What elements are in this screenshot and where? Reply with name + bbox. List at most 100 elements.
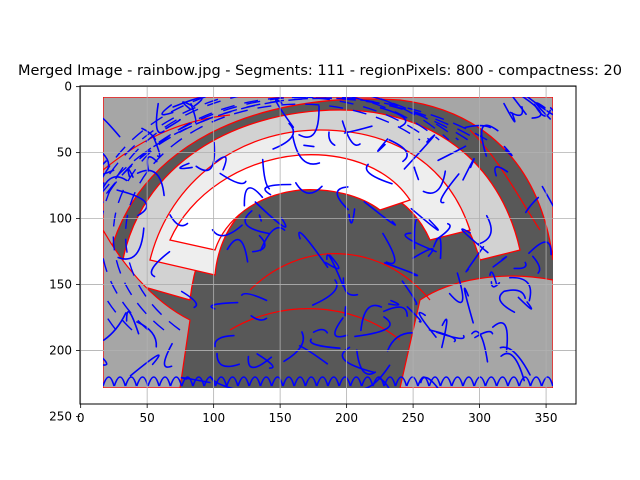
overlay-stroke <box>432 236 442 260</box>
overlay-stroke <box>103 376 115 387</box>
overlay-stroke <box>509 276 532 302</box>
overlay-stroke <box>463 287 474 324</box>
x-tick-label: 350 <box>535 411 558 425</box>
y-tick-label: 0 <box>64 80 72 94</box>
overlay-stroke <box>406 306 422 323</box>
overlay-stroke <box>494 166 509 177</box>
overlay-stroke <box>473 376 487 387</box>
overlay-stroke <box>147 376 160 387</box>
overlay-stroke <box>410 207 439 231</box>
overlay-stroke <box>422 170 447 194</box>
segmented-image <box>103 97 553 388</box>
overlay-stroke <box>386 331 414 352</box>
overlay-stroke <box>363 201 397 226</box>
overlay-stroke <box>541 376 553 387</box>
x-tick-label: 200 <box>335 411 358 425</box>
overlay-stroke <box>507 376 520 387</box>
overlay-stroke <box>195 141 216 172</box>
overlay-stroke <box>382 232 396 265</box>
overlay-stroke <box>356 349 377 375</box>
overlay-stroke <box>365 163 393 185</box>
overlay-stroke <box>383 306 408 317</box>
overlay-stroke <box>304 376 318 387</box>
overlay-stroke <box>214 376 228 387</box>
overlay-stroke <box>179 162 193 170</box>
overlay-stroke <box>103 176 128 191</box>
overlay-stroke <box>461 228 489 254</box>
overlay-stroke <box>271 376 284 387</box>
overlay-stroke <box>361 376 374 387</box>
overlay-stroke <box>518 376 532 387</box>
overlay-stroke <box>428 376 442 387</box>
overlay-stroke <box>344 306 348 317</box>
overlay-stroke <box>311 279 338 306</box>
overlay-stroke <box>256 353 274 369</box>
overlay-stroke <box>403 134 436 170</box>
overlay-stroke <box>259 226 286 252</box>
y-tick-label: 100 <box>49 212 72 226</box>
overlay-stroke <box>471 330 489 363</box>
overlay-stroke <box>153 137 161 158</box>
overlay-stroke <box>295 182 323 194</box>
overlay-stroke <box>112 97 431 331</box>
overlay-stroke <box>163 342 173 368</box>
overlay-stroke <box>190 103 197 124</box>
overlay-stroke <box>413 166 420 181</box>
x-tick-label: 250 <box>402 411 425 425</box>
overlay-stroke <box>203 376 217 387</box>
overlay-stroke <box>150 250 171 278</box>
overlay-stroke <box>338 376 352 387</box>
overlay-stroke <box>480 124 499 157</box>
overlay-stroke <box>420 376 439 388</box>
overlay-stroke <box>113 376 127 387</box>
overlay-stroke <box>291 134 321 165</box>
overlay-stroke <box>462 376 475 387</box>
x-tick-label: 100 <box>202 411 225 425</box>
overlay-stroke <box>303 144 315 148</box>
overlay-stroke <box>103 117 121 138</box>
overlay-stroke <box>103 97 469 204</box>
overlay-stroke <box>309 338 341 349</box>
overlay-stroke <box>116 189 148 217</box>
overlay-stroke <box>474 330 494 339</box>
overlay-stroke <box>388 139 408 163</box>
overlay-stroke <box>250 315 268 321</box>
overlay-stroke <box>136 169 165 197</box>
overlay-stroke <box>328 131 336 146</box>
overlay-stroke <box>349 376 363 387</box>
overlay-stroke <box>124 376 138 387</box>
segment-lower-light <box>103 228 191 388</box>
x-tick-label: 50 <box>140 411 155 425</box>
overlay-stroke <box>169 214 189 227</box>
overlay-stroke <box>327 376 340 387</box>
overlay-stroke <box>517 296 533 310</box>
overlay-stroke <box>354 316 391 338</box>
overlay-stroke <box>496 376 509 387</box>
y-tick-label: 150 <box>49 278 72 292</box>
overlay-stroke <box>214 334 235 348</box>
x-tick-label: 300 <box>468 411 491 425</box>
x-tick-label: 150 <box>269 411 292 425</box>
overlay-stroke <box>272 122 295 150</box>
overlay-stroke <box>192 376 205 387</box>
overlay-stroke <box>169 376 183 387</box>
overlay-stroke <box>258 214 263 222</box>
overlay-stroke <box>388 299 400 306</box>
chart-title: Merged Image - rainbow.jpg - Segments: 1… <box>18 63 622 79</box>
overlay-stroke <box>259 376 273 387</box>
overlay-stroke <box>155 102 165 134</box>
overlay-stroke <box>326 254 344 287</box>
overlay-stroke <box>283 331 305 363</box>
y-axis: 0 50 100 150 200 250 <box>49 80 80 424</box>
overlay-stroke <box>303 97 314 99</box>
overlay-stroke <box>211 224 243 237</box>
overlay-stroke <box>165 118 181 130</box>
overlay-stroke <box>336 186 349 211</box>
overlay-stroke <box>103 357 108 366</box>
overlay-stroke <box>215 156 227 171</box>
overlay-stroke <box>406 376 419 387</box>
overlay-stroke <box>293 376 307 387</box>
overlay-stroke <box>129 354 160 377</box>
overlay-stroke <box>525 196 540 214</box>
overlay-stroke <box>298 105 320 138</box>
